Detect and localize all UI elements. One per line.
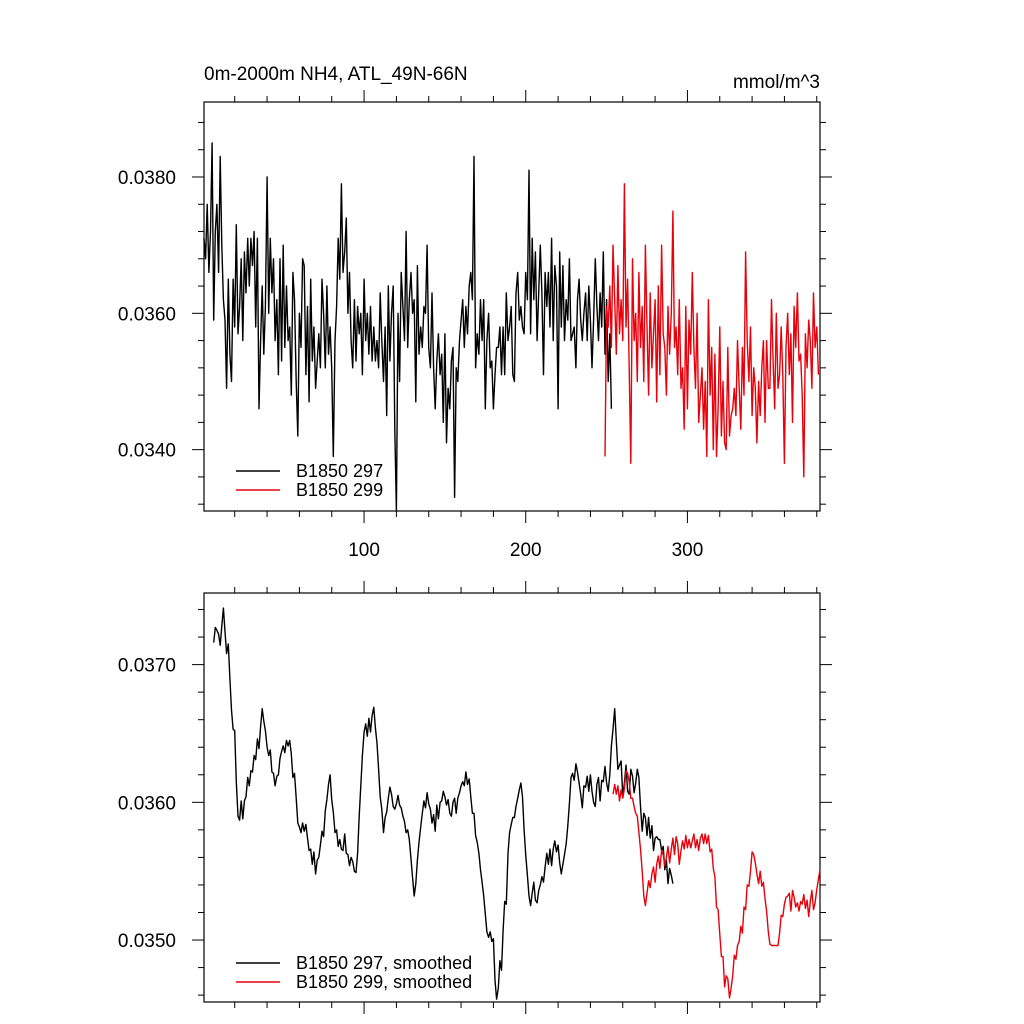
y-tick-label: 0.0340 bbox=[118, 441, 176, 462]
series-line-1 bbox=[213, 607, 674, 1000]
legend-label-2: B1850 299, smoothed bbox=[296, 972, 472, 992]
y-tick-label: 0.0360 bbox=[118, 304, 176, 325]
x-tick-label: 300 bbox=[672, 540, 704, 561]
y-tick-label: 0.0360 bbox=[118, 793, 176, 814]
bottom-panel: 0.0350 0.0360 0.0370 B1850 297, smoothedB18… bbox=[118, 581, 832, 1014]
top-panel: 100 200 300 0.0340 0.0360 0.0380 0m-2000m NH4,… bbox=[118, 64, 832, 561]
series-line-2 bbox=[604, 183, 820, 478]
x-tick-label: 100 bbox=[348, 540, 380, 561]
series-line-1 bbox=[203, 142, 613, 512]
legend-label-1: B1850 297 bbox=[296, 461, 383, 481]
legend-label-2: B1850 299 bbox=[296, 480, 383, 500]
units-label: mmol/m^3 bbox=[733, 72, 820, 93]
plot-frame bbox=[203, 592, 821, 1003]
y-tick-label: 0.0380 bbox=[118, 168, 176, 189]
series-line-2 bbox=[612, 769, 821, 999]
legend-label-1: B1850 297, smoothed bbox=[296, 953, 472, 973]
x-tick-label: 200 bbox=[510, 540, 542, 561]
y-tick-label: 0.0370 bbox=[118, 656, 176, 677]
chart-title: 0m-2000m NH4, ATL_49N-66N bbox=[204, 64, 468, 85]
plot-frame bbox=[203, 101, 821, 512]
y-tick-label: 0.0350 bbox=[118, 931, 176, 952]
